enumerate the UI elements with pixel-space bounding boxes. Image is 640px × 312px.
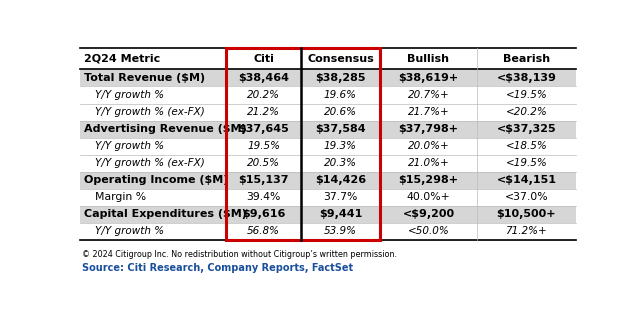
Text: <$38,139: <$38,139 [497,73,556,83]
Text: 39.4%: 39.4% [246,192,281,202]
Bar [80,189,576,206]
Text: Y/Y growth %: Y/Y growth % [95,90,164,100]
Text: $38,464: $38,464 [238,73,289,83]
Text: $37,798+: $37,798+ [399,124,458,134]
Text: 21.2%: 21.2% [247,107,280,117]
Text: Margin %: Margin % [95,192,146,202]
Bar [80,172,576,189]
Text: 19.3%: 19.3% [324,141,357,151]
Text: $9,616: $9,616 [242,209,285,219]
Text: 40.0%+: 40.0%+ [406,192,451,202]
Text: <50.0%: <50.0% [408,227,449,236]
Text: $15,137: $15,137 [238,175,289,185]
Text: 71.2%+: 71.2%+ [506,227,547,236]
Text: 2Q24 Metric: 2Q24 Metric [84,54,160,64]
Text: 20.5%: 20.5% [247,158,280,168]
Text: $15,298+: $15,298+ [399,175,458,185]
Text: Source: Citi Research, Company Reports, FactSet: Source: Citi Research, Company Reports, … [83,263,354,273]
Text: 37.7%: 37.7% [323,192,358,202]
Text: $38,619+: $38,619+ [398,73,458,83]
Bar [80,86,576,104]
Text: 19.6%: 19.6% [324,90,357,100]
Bar [80,155,576,172]
Text: $9,441: $9,441 [319,209,362,219]
Text: $38,285: $38,285 [315,73,365,83]
Text: <$14,151: <$14,151 [497,175,556,185]
Text: Capital Expenditures ($M): Capital Expenditures ($M) [84,209,247,219]
Text: 21.7%+: 21.7%+ [408,107,449,117]
Text: 19.5%: 19.5% [247,141,280,151]
Text: Advertising Revenue ($M): Advertising Revenue ($M) [84,124,246,134]
Text: $14,426: $14,426 [315,175,366,185]
Bar [80,206,576,223]
Bar [80,69,576,86]
Text: Total Revenue ($M): Total Revenue ($M) [84,73,205,83]
Bar [227,48,380,240]
Text: $37,584: $37,584 [315,124,365,134]
Text: <18.5%: <18.5% [506,141,547,151]
Text: <$9,200: <$9,200 [403,209,454,219]
Bar [80,138,576,155]
Text: <19.5%: <19.5% [506,158,547,168]
Text: 56.8%: 56.8% [247,227,280,236]
Text: Y/Y growth % (ex-FX): Y/Y growth % (ex-FX) [95,107,205,117]
Text: $10,500+: $10,500+ [497,209,556,219]
Text: 20.2%: 20.2% [247,90,280,100]
Text: <20.2%: <20.2% [506,107,547,117]
Text: Y/Y growth %: Y/Y growth % [95,141,164,151]
Text: <$37,325: <$37,325 [497,124,556,134]
Text: © 2024 Citigroup Inc. No redistribution without Citigroup’s written permission.: © 2024 Citigroup Inc. No redistribution … [83,250,397,259]
Text: 20.7%+: 20.7%+ [408,90,449,100]
Text: <19.5%: <19.5% [506,90,547,100]
Text: 21.0%+: 21.0%+ [408,158,449,168]
Text: 20.0%+: 20.0%+ [408,141,449,151]
Text: Y/Y growth % (ex-FX): Y/Y growth % (ex-FX) [95,158,205,168]
Text: 53.9%: 53.9% [324,227,357,236]
Bar [80,223,576,240]
Text: 20.6%: 20.6% [324,107,357,117]
Text: 20.3%: 20.3% [324,158,357,168]
Text: $37,645: $37,645 [238,124,289,134]
Text: Operating Income ($M): Operating Income ($M) [84,175,228,185]
Bar [80,104,576,120]
Text: Consensus: Consensus [307,54,374,64]
Text: Y/Y growth %: Y/Y growth % [95,227,164,236]
Text: Citi: Citi [253,54,274,64]
Bar [80,120,576,138]
Text: Bearish: Bearish [503,54,550,64]
Text: <37.0%: <37.0% [504,192,548,202]
Text: Bullish: Bullish [408,54,449,64]
